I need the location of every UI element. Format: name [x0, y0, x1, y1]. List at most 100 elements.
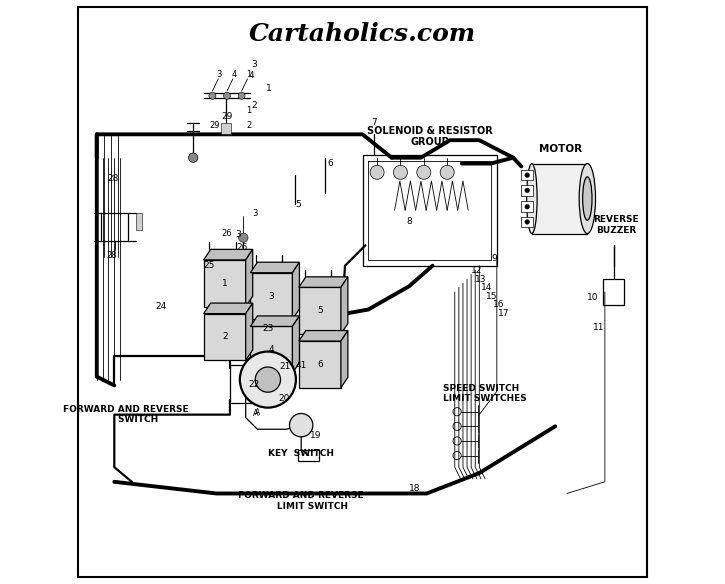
Circle shape [289, 413, 313, 437]
Text: 15: 15 [486, 291, 498, 301]
Text: 3: 3 [235, 230, 241, 239]
Bar [299, 287, 341, 334]
Text: A: A [253, 409, 259, 418]
Ellipse shape [579, 164, 595, 234]
Polygon shape [292, 316, 299, 373]
Circle shape [525, 204, 529, 209]
Bar [603, 279, 624, 305]
Text: FORWARD AND REVERSE
        SWITCH: FORWARD AND REVERSE SWITCH [63, 405, 188, 425]
Text: 28: 28 [107, 251, 117, 260]
Circle shape [255, 367, 281, 392]
Text: 14: 14 [481, 283, 492, 292]
Text: 10: 10 [587, 293, 599, 303]
Text: 18: 18 [410, 484, 420, 493]
Text: 2: 2 [252, 100, 257, 110]
Text: 20: 20 [278, 394, 289, 403]
Bar [204, 314, 246, 360]
Polygon shape [292, 262, 299, 319]
Text: 2: 2 [247, 121, 252, 130]
Circle shape [209, 92, 216, 99]
Text: 23: 23 [262, 324, 273, 333]
Text: 25: 25 [203, 261, 215, 270]
Text: 6: 6 [317, 360, 323, 369]
Text: 5: 5 [295, 200, 301, 209]
Circle shape [525, 220, 529, 224]
Polygon shape [299, 277, 348, 287]
Text: 24: 24 [155, 302, 167, 311]
Bar [204, 260, 246, 307]
Text: 1: 1 [247, 106, 252, 116]
Text: 13: 13 [476, 274, 486, 284]
Circle shape [525, 188, 529, 193]
Bar [532, 164, 587, 234]
Circle shape [370, 165, 384, 179]
Text: SPEED SWITCH: SPEED SWITCH [442, 384, 519, 393]
Text: 26: 26 [221, 228, 232, 238]
Text: 16: 16 [493, 300, 505, 310]
Text: 1: 1 [246, 70, 252, 79]
Polygon shape [246, 303, 253, 360]
Polygon shape [204, 303, 253, 314]
Text: 4: 4 [268, 345, 274, 354]
Text: 6: 6 [328, 159, 334, 168]
Bar [299, 341, 341, 388]
Text: 28: 28 [107, 173, 119, 183]
Circle shape [525, 173, 529, 178]
Ellipse shape [526, 164, 537, 234]
Circle shape [238, 92, 245, 99]
Polygon shape [250, 262, 299, 273]
Text: 21: 21 [279, 362, 291, 371]
Bar [521, 170, 533, 180]
Polygon shape [250, 316, 299, 326]
Text: 3: 3 [268, 291, 274, 301]
Circle shape [394, 165, 407, 179]
Polygon shape [341, 277, 348, 334]
Bar [521, 185, 533, 196]
Polygon shape [246, 249, 253, 307]
Text: 7: 7 [371, 118, 377, 127]
Bar [362, 155, 497, 266]
Text: GROUP: GROUP [410, 137, 449, 147]
Text: SOLENOID & RESISTOR: SOLENOID & RESISTOR [367, 126, 492, 137]
Text: 2: 2 [222, 332, 228, 342]
Text: A: A [254, 408, 260, 417]
Text: 4: 4 [249, 71, 254, 81]
Text: 3: 3 [217, 70, 222, 79]
Text: 29: 29 [210, 121, 220, 130]
Circle shape [440, 165, 454, 179]
Ellipse shape [583, 177, 592, 220]
Bar [250, 273, 292, 319]
Text: 29: 29 [221, 112, 233, 121]
Text: 3: 3 [252, 60, 257, 69]
Text: 3: 3 [252, 208, 257, 218]
Text: 11: 11 [593, 322, 605, 332]
Circle shape [223, 92, 231, 99]
Text: 19: 19 [310, 430, 321, 440]
Text: Cartaholics.com: Cartaholics.com [249, 22, 476, 46]
Bar [298, 450, 319, 461]
Circle shape [240, 352, 296, 408]
Text: 4: 4 [231, 70, 236, 79]
Text: 12: 12 [471, 266, 482, 275]
Bar [250, 326, 292, 373]
Text: MOTOR: MOTOR [539, 144, 583, 154]
Text: 17: 17 [498, 309, 510, 318]
Bar [136, 213, 142, 230]
Text: REVERSE
BUZZER: REVERSE BUZZER [593, 215, 639, 235]
Bar [230, 365, 271, 403]
Circle shape [417, 165, 431, 179]
Text: 26: 26 [236, 242, 247, 252]
Circle shape [239, 233, 248, 242]
Text: 5: 5 [317, 306, 323, 315]
Text: 22: 22 [249, 380, 260, 389]
Text: 41: 41 [296, 360, 307, 370]
Text: 8: 8 [406, 217, 412, 227]
Text: FORWARD AND REVERSE
       LIMIT SWITCH: FORWARD AND REVERSE LIMIT SWITCH [239, 491, 364, 511]
Text: 9: 9 [491, 253, 497, 263]
Circle shape [188, 153, 198, 162]
Polygon shape [299, 331, 348, 341]
Text: 1: 1 [222, 279, 228, 288]
Bar [521, 217, 533, 227]
Bar [521, 201, 533, 212]
Polygon shape [341, 331, 348, 388]
